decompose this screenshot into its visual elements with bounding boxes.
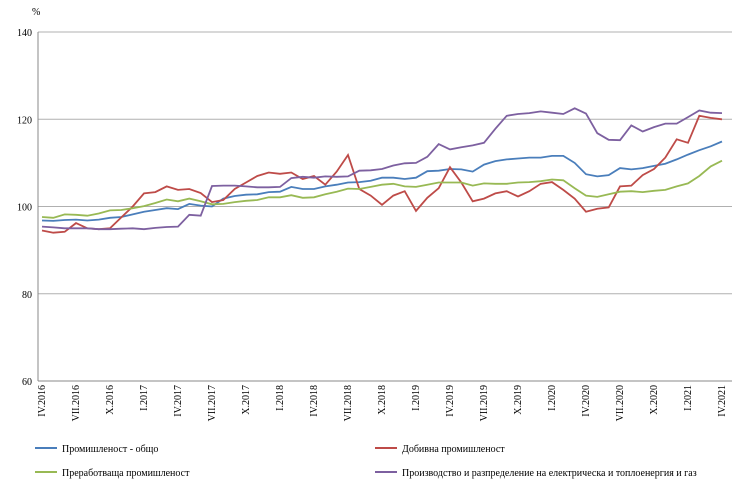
x-tick-label: I.2019 <box>411 385 422 411</box>
x-tick-label: IV.2018 <box>309 385 320 417</box>
series-line <box>41 140 723 222</box>
y-tick-label: 80 <box>22 290 32 301</box>
series-line <box>41 159 723 219</box>
x-tick-label: IV.2021 <box>717 385 728 417</box>
x-tick-label: I.2018 <box>275 385 286 411</box>
x-tick-label: X.2019 <box>513 385 524 415</box>
legend-label: Преработваща промишленост <box>62 468 190 479</box>
x-tick-label: VII.2019 <box>479 385 490 421</box>
x-tick-label: I.2020 <box>547 385 558 411</box>
x-tick-label: VII.2016 <box>71 385 82 421</box>
series-line <box>41 114 723 234</box>
y-tick-label: 140 <box>17 28 32 39</box>
x-tick-label: VII.2020 <box>615 385 626 421</box>
legend-label: Добивна промишленост <box>402 444 505 455</box>
legend-label: Промишленост - общо <box>62 444 158 455</box>
x-tick-label: X.2018 <box>377 385 388 415</box>
y-axis-label: % <box>32 7 40 18</box>
x-tick-label: IV.2020 <box>581 385 592 417</box>
x-tick-label: X.2017 <box>241 385 252 415</box>
y-tick-label: 60 <box>22 377 32 388</box>
x-tick-label: VII.2018 <box>343 385 354 421</box>
legend-label: Производство и разпределение на електрич… <box>402 468 697 479</box>
x-tick-label: IV.2017 <box>173 385 184 417</box>
x-tick-label: X.2016 <box>105 385 116 415</box>
series-line <box>41 107 723 231</box>
y-tick-label: 100 <box>17 203 32 214</box>
x-tick-label: VII.2017 <box>207 385 218 421</box>
x-tick-label: I.2017 <box>139 385 150 411</box>
x-tick-label: X.2020 <box>649 385 660 415</box>
x-tick-label: I.2021 <box>683 385 694 411</box>
x-tick-label: IV.2019 <box>445 385 456 417</box>
x-tick-label: IV.2016 <box>37 385 48 417</box>
y-tick-label: 120 <box>17 115 32 126</box>
